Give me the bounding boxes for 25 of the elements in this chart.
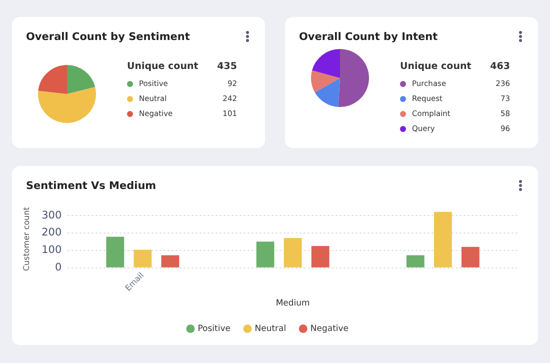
legend-label: Neutral	[254, 324, 286, 334]
y-axis-title: Customer count	[22, 207, 31, 272]
bar	[134, 250, 152, 268]
bar	[161, 255, 180, 268]
y-tick-label: 300	[42, 209, 62, 222]
bar	[256, 242, 274, 268]
bar	[462, 246, 480, 268]
bar	[284, 238, 302, 268]
y-tick-label: 200	[42, 226, 62, 239]
y-tick-label: 0	[54, 262, 62, 274]
chart-title: Overall Count by Sentiment	[26, 31, 190, 43]
chart-title: Overall Count by Intent	[299, 31, 438, 43]
y-tick-label: 100	[42, 244, 62, 256]
legend-label: Positive	[198, 324, 231, 334]
chart-title: Sentiment Vs Medium	[26, 180, 156, 192]
text: 435	[217, 61, 237, 72]
x-axis-title: Medium	[276, 298, 310, 309]
bar	[406, 255, 424, 268]
bar	[311, 246, 330, 268]
bar	[106, 236, 124, 268]
text: Unique count	[127, 61, 198, 72]
text: Unique count	[400, 61, 472, 72]
legend-label: Negative	[310, 324, 349, 334]
text: 463	[490, 61, 510, 72]
bar	[434, 212, 452, 268]
